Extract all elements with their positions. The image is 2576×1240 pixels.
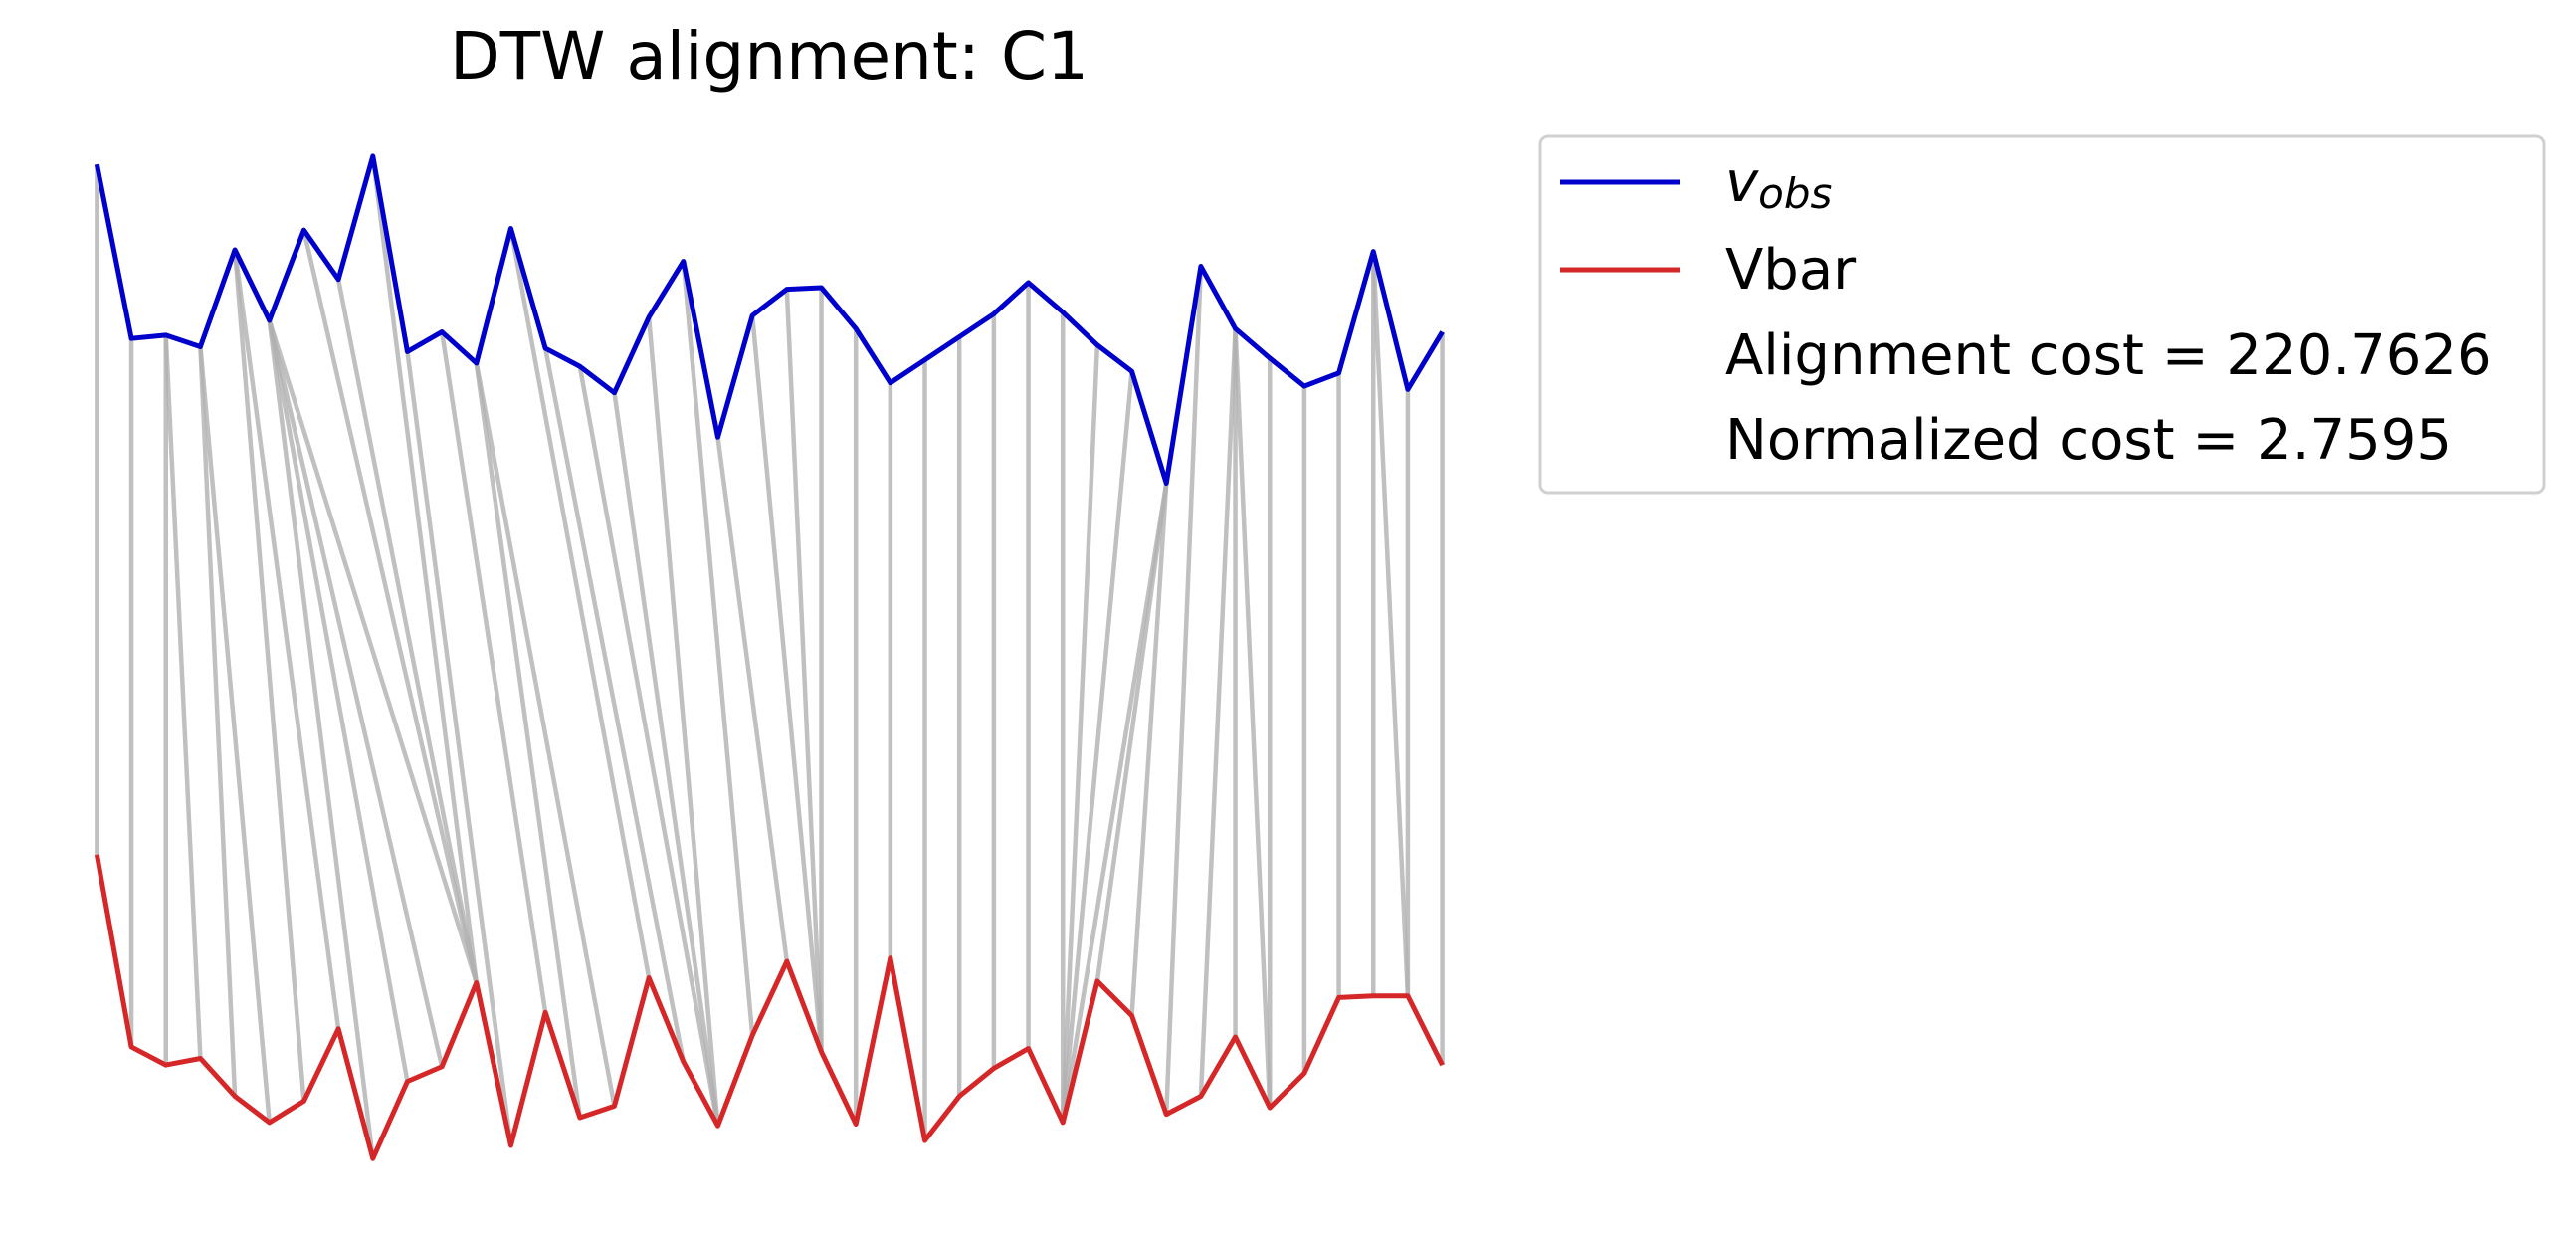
alignment-line [612, 392, 720, 1127]
legend-label: vobs [1725, 150, 1832, 217]
legend-label: Vbar [1725, 238, 1857, 303]
alignment-line [370, 155, 480, 983]
alignment-line [163, 334, 203, 1059]
alignment-line [715, 436, 790, 962]
alignment-line [681, 261, 755, 1036]
alignment-line [474, 362, 583, 1119]
alignment-line [542, 347, 687, 1063]
legend-note: Normalized cost = 2.7595 [1725, 408, 2452, 473]
alignment-line [1060, 344, 1100, 1123]
alignment-line [301, 229, 479, 984]
alignment-line [405, 351, 513, 1146]
alignment-line [439, 331, 548, 1013]
alignment-line [749, 314, 824, 1053]
alignment-line [1060, 483, 1169, 1124]
legend-note: Alignment cost = 220.7626 [1725, 323, 2492, 388]
alignment-line [646, 316, 720, 1127]
series-line [94, 854, 1445, 1161]
alignment-line [1129, 483, 1169, 1016]
alignment-line [508, 228, 652, 978]
alignment-line [267, 319, 445, 1068]
alignment-line [335, 279, 479, 983]
alignment-line [232, 249, 306, 1102]
alignment-line [1060, 371, 1134, 1124]
alignment-line [232, 249, 341, 1030]
alignment-line [267, 319, 376, 1159]
alignment-line [1094, 483, 1169, 982]
alignment-line [1233, 328, 1273, 1109]
alignment-line [474, 362, 617, 1107]
series-line [94, 153, 1445, 487]
alignment-line [1371, 251, 1411, 996]
chart-title: DTW alignment: C1 [450, 18, 1089, 95]
alignment-line [784, 289, 824, 1052]
alignment-line [267, 319, 479, 984]
alignment-line [198, 346, 238, 1097]
alignment-line [198, 346, 273, 1124]
alignment-line [577, 365, 720, 1127]
alignment-line [267, 319, 410, 1083]
alignment-line [1198, 328, 1238, 1097]
alignment-line [1163, 266, 1204, 1115]
legend-box [1538, 134, 2546, 495]
